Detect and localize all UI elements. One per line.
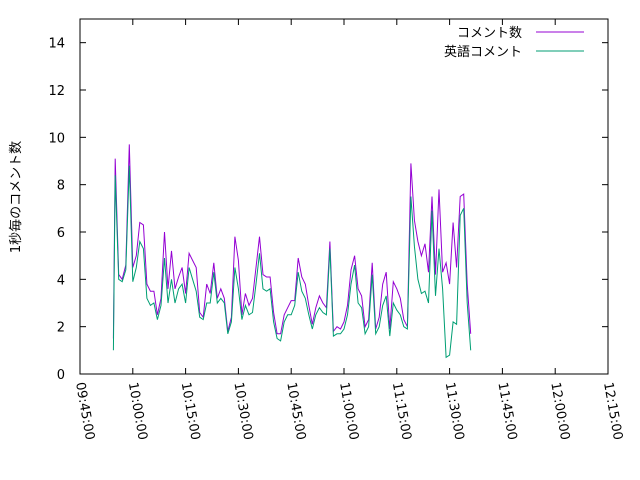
y-tick-label: 12 <box>48 84 65 99</box>
y-axis-label: 1秒毎のコメント数 <box>8 141 24 253</box>
y-tick-label: 2 <box>57 321 65 336</box>
y-tick-label: 0 <box>57 368 65 383</box>
x-tick-label: 11:00:00 <box>336 381 361 441</box>
x-tick-label: 10:15:00 <box>178 381 203 441</box>
x-tick-label: 12:00:00 <box>547 381 572 441</box>
x-tick-label: 12:15:00 <box>600 381 625 441</box>
y-tick-label: 8 <box>57 179 65 194</box>
x-tick-label: 11:30:00 <box>442 381 467 441</box>
x-tick-label: 11:15:00 <box>389 381 414 441</box>
x-tick-label: 10:30:00 <box>230 381 255 441</box>
x-tick-label: 11:45:00 <box>494 381 519 441</box>
y-tick-label: 4 <box>57 273 65 288</box>
y-tick-label: 10 <box>48 131 65 146</box>
legend-label: コメント数 <box>457 26 522 41</box>
series-lines <box>112 144 472 359</box>
series-line-1 <box>112 165 472 359</box>
legend-label: 英語コメント <box>444 44 522 60</box>
x-tick-label: 10:45:00 <box>283 381 308 441</box>
y-tick-label: 14 <box>48 37 65 52</box>
y-axis: 0 2 4 6 8 10 12 14 <box>48 37 608 383</box>
x-tick-label: 09:45:00 <box>72 381 97 441</box>
x-axis: 09:45:00 10:00:00 10:15:00 10:30:00 10:45:00… <box>72 19 625 441</box>
x-tick-label: 10:00:00 <box>125 381 150 441</box>
y-tick-label: 6 <box>57 226 65 241</box>
series-line-0 <box>112 144 472 339</box>
